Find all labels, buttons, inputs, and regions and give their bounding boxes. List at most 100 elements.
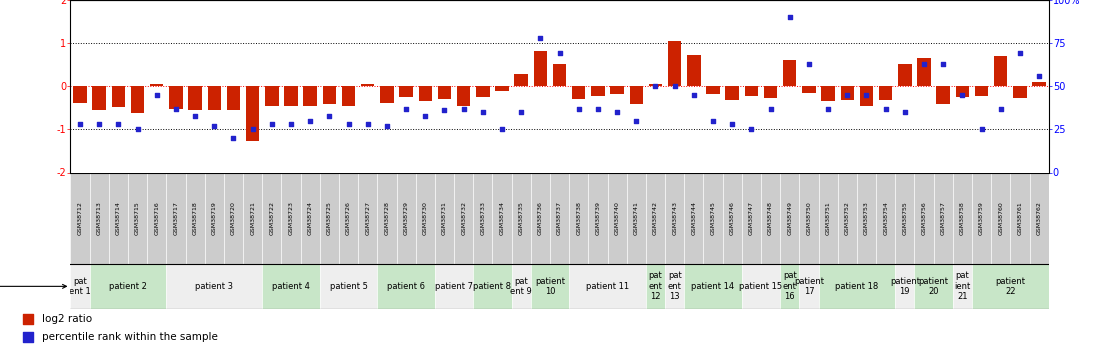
- Text: pat
ient
21: pat ient 21: [955, 272, 970, 301]
- Bar: [339, 172, 358, 264]
- Point: [110, 121, 127, 127]
- Bar: [1011, 172, 1030, 264]
- Bar: [627, 172, 646, 264]
- Bar: [591, 86, 605, 96]
- Bar: [514, 74, 528, 86]
- Bar: [646, 264, 665, 309]
- Text: patient 4: patient 4: [272, 282, 310, 291]
- Bar: [764, 86, 777, 98]
- Text: GSM38723: GSM38723: [288, 201, 294, 235]
- Bar: [189, 86, 202, 110]
- Bar: [860, 86, 873, 106]
- Bar: [301, 172, 320, 264]
- Bar: [953, 264, 972, 309]
- Bar: [953, 172, 972, 264]
- Text: patient
10: patient 10: [536, 277, 565, 296]
- Text: patient 3: patient 3: [196, 282, 234, 291]
- Bar: [418, 86, 432, 101]
- Text: GSM38724: GSM38724: [307, 201, 313, 235]
- Bar: [956, 86, 969, 97]
- Bar: [438, 86, 452, 99]
- Text: pat
ent 1: pat ent 1: [69, 277, 91, 296]
- Point: [570, 106, 588, 111]
- Bar: [572, 86, 586, 99]
- Text: GSM38757: GSM38757: [940, 201, 946, 235]
- Text: patient 11: patient 11: [586, 282, 629, 291]
- Bar: [684, 264, 741, 309]
- Bar: [435, 172, 454, 264]
- Point: [608, 109, 626, 115]
- Bar: [707, 86, 720, 94]
- Point: [282, 121, 300, 127]
- Bar: [648, 84, 662, 86]
- Text: GSM38739: GSM38739: [596, 201, 600, 235]
- Text: log2 ratio: log2 ratio: [42, 314, 93, 324]
- Text: GSM38747: GSM38747: [749, 201, 754, 235]
- Point: [935, 61, 953, 67]
- Bar: [837, 172, 856, 264]
- Bar: [93, 86, 106, 110]
- Point: [531, 35, 549, 41]
- Bar: [569, 172, 588, 264]
- Bar: [972, 172, 992, 264]
- Text: GSM38712: GSM38712: [77, 201, 83, 235]
- Bar: [127, 172, 148, 264]
- Bar: [799, 172, 818, 264]
- Point: [646, 83, 664, 89]
- Text: GSM38715: GSM38715: [135, 201, 140, 235]
- Bar: [74, 86, 87, 103]
- Bar: [915, 264, 953, 309]
- Bar: [454, 172, 473, 264]
- Point: [474, 109, 492, 115]
- Text: GSM38742: GSM38742: [653, 201, 659, 235]
- Text: patient 8: patient 8: [473, 282, 511, 291]
- Bar: [303, 86, 316, 106]
- Bar: [646, 172, 665, 264]
- Bar: [416, 172, 435, 264]
- Text: GSM38719: GSM38719: [211, 201, 217, 235]
- Bar: [70, 264, 89, 309]
- Text: GSM38748: GSM38748: [768, 201, 773, 235]
- Bar: [665, 172, 684, 264]
- Bar: [473, 264, 512, 309]
- Text: GSM38717: GSM38717: [173, 201, 179, 235]
- Point: [780, 14, 798, 20]
- Point: [1011, 51, 1029, 56]
- Bar: [741, 264, 780, 309]
- Bar: [741, 172, 761, 264]
- Bar: [665, 264, 684, 309]
- Bar: [224, 172, 243, 264]
- Bar: [531, 172, 550, 264]
- Point: [378, 123, 396, 129]
- Bar: [323, 86, 337, 104]
- Point: [416, 113, 434, 118]
- Point: [244, 127, 262, 132]
- Bar: [320, 264, 378, 309]
- Text: GSM38729: GSM38729: [404, 201, 408, 235]
- Text: GSM38762: GSM38762: [1036, 201, 1042, 235]
- Text: GSM38731: GSM38731: [442, 201, 447, 235]
- Bar: [399, 86, 413, 97]
- Bar: [533, 51, 547, 86]
- Text: GSM38734: GSM38734: [500, 201, 504, 235]
- Bar: [186, 172, 205, 264]
- Point: [340, 121, 358, 127]
- Text: percentile rank within the sample: percentile rank within the sample: [42, 332, 218, 342]
- Bar: [972, 264, 1049, 309]
- Bar: [898, 64, 911, 86]
- Bar: [688, 55, 701, 86]
- Point: [187, 113, 205, 118]
- Bar: [569, 264, 646, 309]
- Bar: [167, 172, 186, 264]
- Bar: [512, 264, 531, 309]
- Bar: [607, 172, 627, 264]
- Text: GSM38713: GSM38713: [96, 201, 102, 235]
- Text: GSM38732: GSM38732: [461, 201, 466, 235]
- Bar: [1030, 172, 1049, 264]
- Text: GSM38730: GSM38730: [423, 201, 428, 235]
- Bar: [856, 172, 877, 264]
- Point: [704, 118, 722, 124]
- Point: [512, 109, 530, 115]
- Bar: [1013, 86, 1026, 98]
- Point: [436, 108, 454, 113]
